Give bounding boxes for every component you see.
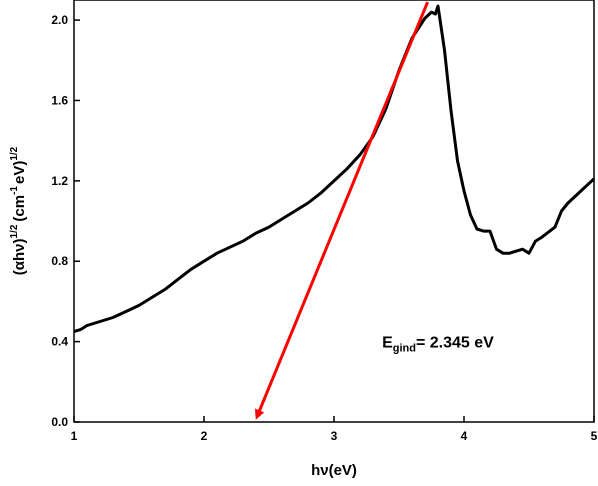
x-tick-label: 4 <box>461 429 468 443</box>
annotation-subscript: gind <box>393 343 416 355</box>
y-tick-label: 2.0 <box>51 13 68 27</box>
tauc-fit-arrow <box>254 1 429 420</box>
y-tick-label: 1.6 <box>51 93 68 107</box>
y-tick-label: 0.8 <box>51 254 68 268</box>
annotation-value: = 2.345 eV <box>416 335 494 352</box>
absorption-curve <box>73 4 596 334</box>
x-tick-label: 5 <box>591 429 598 443</box>
y-axis-title-unit-b: eV) <box>11 161 28 184</box>
band-gap-annotation: Egind= 2.345 eV <box>382 335 494 355</box>
y-axis-title-exp1: 1/2 <box>9 224 20 238</box>
y-axis-title-main: (αhν) <box>11 239 28 276</box>
y-tick-label: 1.2 <box>51 174 68 188</box>
y-tick-label: 0.4 <box>51 335 68 349</box>
x-tick-label: 1 <box>71 429 78 443</box>
y-axis-title-unit-exp: -1 <box>9 186 20 195</box>
annotation-main: E <box>382 335 393 352</box>
plot-frame <box>73 0 595 423</box>
y-axis: 0.0 0.4 0.8 1.2 1.6 2.0 <box>51 13 80 429</box>
x-axis-title: hν(eV) <box>311 462 357 479</box>
y-tick-label: 0.0 <box>51 415 68 429</box>
x-axis: 1 2 3 4 5 <box>71 416 598 443</box>
x-tick-label: 2 <box>201 429 208 443</box>
x-tick-label: 3 <box>331 429 338 443</box>
y-axis-title-unit-a: (cm <box>11 195 28 222</box>
y-axis-title: (αhν)1/2(cm-1eV)1/2 <box>9 146 28 275</box>
y-axis-title-exp2: 1/2 <box>9 146 20 160</box>
